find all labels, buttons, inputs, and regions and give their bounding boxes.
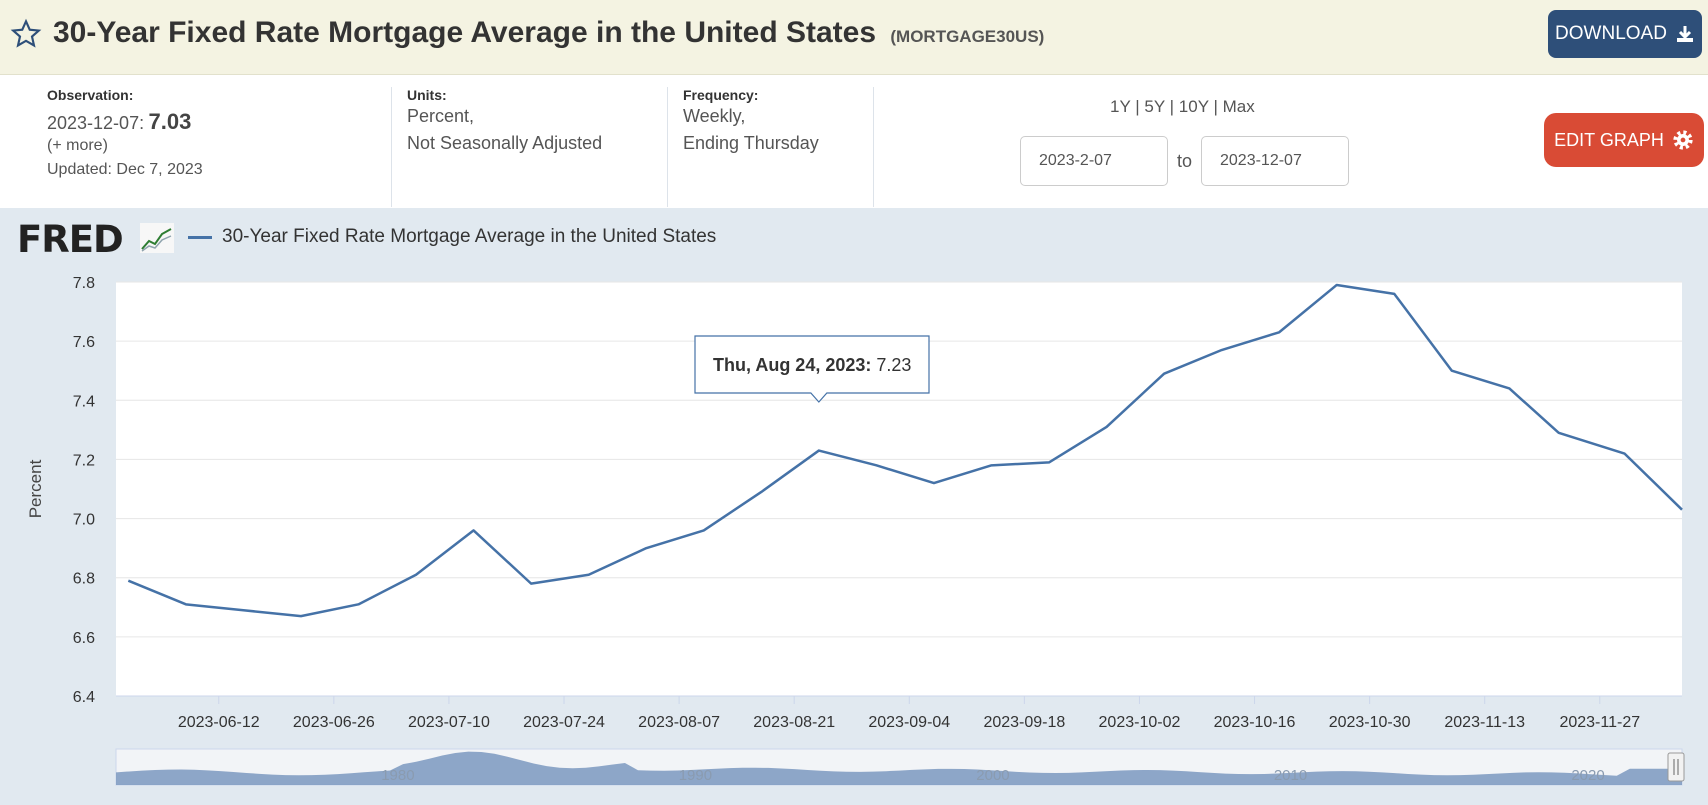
series-id: (MORTGAGE30US) [890, 27, 1045, 46]
page-title: 30-Year Fixed Rate Mortgage Average in t… [53, 16, 1044, 50]
divider [391, 87, 392, 207]
navigator-label: 2010 [1274, 767, 1307, 784]
download-icon [1676, 26, 1693, 42]
navigator-label: 1980 [381, 767, 414, 784]
units-label: Units: [407, 87, 447, 103]
x-tick-label: 2023-07-10 [408, 714, 490, 731]
chart-logo-icon [140, 223, 174, 253]
y-tick-label: 7.2 [73, 452, 95, 469]
y-tick-label: 6.8 [73, 571, 95, 588]
x-tick-label: 2023-11-13 [1444, 714, 1525, 731]
x-tick-label: 2023-06-12 [178, 714, 260, 731]
y-tick-label: 6.4 [73, 689, 95, 706]
navigator-label: 1990 [679, 767, 712, 784]
divider [873, 87, 874, 207]
legend-swatch [188, 235, 212, 239]
fred-logo: FRED [17, 218, 124, 261]
start-date-input[interactable]: 2023-2-07 [1020, 136, 1168, 186]
units-line2: Not Seasonally Adjusted [407, 133, 603, 153]
observation-date: 2023-12-07: [47, 113, 145, 133]
range-1y[interactable]: 1Y [1110, 97, 1131, 116]
y-tick-label: 7.8 [73, 275, 95, 292]
observation-block: Observation: 2023-12-07: 7.03 (+ more) U… [47, 87, 203, 179]
info-bar: Observation: 2023-12-07: 7.03 (+ more) U… [0, 75, 1708, 208]
range-separator: | [1135, 97, 1140, 116]
x-tick-label: 2023-07-24 [523, 714, 605, 731]
y-axis-label: Percent [26, 459, 45, 518]
frequency-block: Frequency: Weekly, Ending Thursday [683, 87, 819, 157]
tooltip-box [694, 335, 930, 403]
units-line1: Percent, [407, 106, 475, 126]
series-line[interactable] [127, 283, 1683, 618]
to-label: to [1177, 151, 1193, 171]
y-tick-label: 7.0 [73, 512, 95, 529]
x-tick-label: 2023-09-04 [868, 714, 950, 731]
legend-label: 30-Year Fixed Rate Mortgage Average in t… [222, 226, 717, 247]
divider [667, 87, 668, 207]
edit-graph-button[interactable]: EDIT GRAPH [1544, 113, 1704, 167]
navigator-label: 2020 [1571, 767, 1604, 784]
navigator-handle[interactable] [1667, 752, 1685, 782]
range-separator: | [1169, 97, 1175, 116]
chart-legend: 30-Year Fixed Rate Mortgage Average in t… [188, 226, 716, 248]
fred-logo-text: FRED [17, 218, 124, 261]
edit-graph-label: EDIT GRAPH [1554, 129, 1664, 150]
header: 30-Year Fixed Rate Mortgage Average in t… [0, 0, 1708, 75]
tooltip-date: Thu, Aug 24, 2023: [713, 355, 876, 375]
x-tick-label: 2023-09-18 [983, 714, 1065, 731]
x-tick-label: 2023-10-02 [1099, 714, 1181, 731]
x-tick-label: 2023-10-30 [1329, 714, 1411, 731]
range-max[interactable]: Max [1222, 97, 1255, 116]
y-tick-label: 6.6 [73, 630, 95, 647]
download-label: DOWNLOAD [1555, 23, 1667, 44]
x-tick-label: 2023-06-26 [293, 714, 375, 731]
range-selector: 1Y | 5Y | 10Y | Max [1110, 97, 1255, 117]
tooltip-value: 7.23 [876, 355, 911, 375]
navigator-label: 2000 [976, 767, 1009, 784]
tooltip: Thu, Aug 24, 2023: 7.23 [694, 335, 930, 403]
y-tick-label: 7.4 [73, 393, 95, 410]
units-block: Units: Percent, Not Seasonally Adjusted [407, 87, 602, 157]
range-10y[interactable]: 10Y [1178, 97, 1209, 116]
range-5y[interactable]: 5Y [1144, 97, 1165, 116]
observation-label: Observation: [47, 87, 134, 103]
range-separator: | [1213, 97, 1218, 116]
end-date-input[interactable]: 2023-12-07 [1201, 136, 1349, 186]
y-tick-label: 7.6 [73, 334, 95, 351]
x-tick-label: 2023-08-07 [638, 714, 720, 731]
navigator-series [116, 751, 1682, 785]
series-title: 30-Year Fixed Rate Mortgage Average in t… [53, 16, 877, 49]
star-icon[interactable] [10, 18, 42, 50]
frequency-line2: Ending Thursday [683, 133, 819, 153]
frequency-label: Frequency: [683, 87, 759, 103]
observation-value: 7.03 [148, 109, 192, 134]
more-link[interactable]: (+ more) [47, 137, 108, 154]
x-tick-label: 2023-10-16 [1214, 714, 1296, 731]
frequency-line1: Weekly, [683, 106, 746, 126]
download-button[interactable]: DOWNLOAD [1548, 10, 1702, 58]
gear-icon [1673, 130, 1693, 150]
x-tick-label: 2023-08-21 [753, 714, 835, 731]
updated-date: Updated: Dec 7, 2023 [47, 161, 203, 178]
x-tick-label: 2023-11-27 [1559, 714, 1640, 731]
tooltip-text: Thu, Aug 24, 2023: 7.23 [713, 355, 911, 375]
